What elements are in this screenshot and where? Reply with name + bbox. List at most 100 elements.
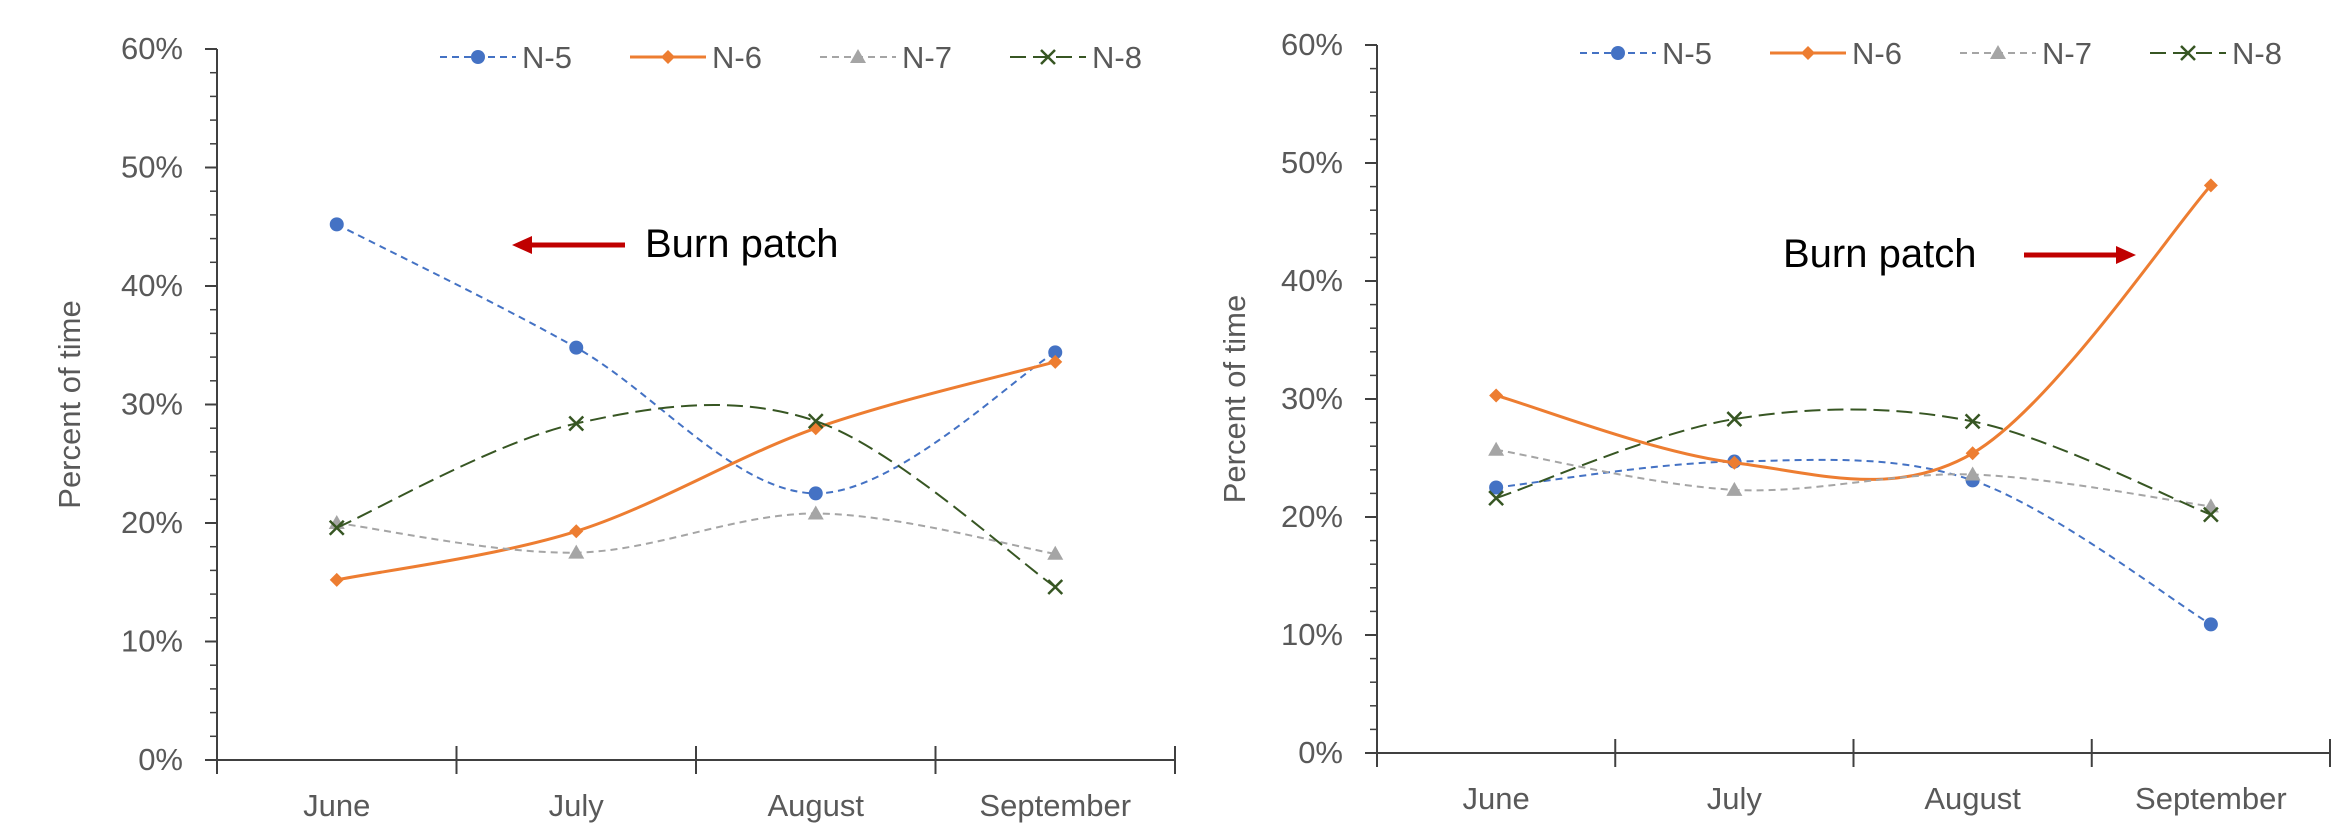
x-tick-label: July bbox=[1707, 781, 1763, 816]
data-point bbox=[328, 519, 345, 536]
data-point bbox=[1489, 388, 1504, 403]
legend-marker bbox=[2180, 45, 2196, 61]
series-N-7 bbox=[328, 505, 1064, 560]
legend-item: N-5 bbox=[440, 40, 572, 75]
data-point bbox=[1488, 490, 1505, 507]
legend-marker bbox=[471, 50, 485, 64]
legend-label: N-8 bbox=[2232, 36, 2282, 71]
legend-marker bbox=[1990, 45, 2006, 59]
series-line bbox=[336, 403, 1056, 588]
legend-item: N-6 bbox=[630, 40, 762, 75]
series-N-7 bbox=[1488, 441, 2219, 513]
legend-marker bbox=[1040, 49, 1056, 65]
legend-marker bbox=[1801, 46, 1815, 60]
burn-patch-annotation: Burn patch bbox=[512, 222, 838, 266]
data-point bbox=[807, 505, 824, 520]
legend: N-5 N-6 N-7 N-8 bbox=[440, 40, 1142, 75]
arrow-head-icon bbox=[512, 236, 532, 254]
series-N-6 bbox=[1489, 178, 2218, 481]
series-N-8 bbox=[328, 403, 1064, 595]
series-N-6 bbox=[329, 354, 1063, 587]
annotation-text: Burn patch bbox=[645, 222, 838, 266]
y-tick-label: 20% bbox=[1281, 499, 1343, 534]
series-N-5 bbox=[329, 217, 1063, 501]
annotation-text: Burn patch bbox=[1783, 232, 1976, 276]
legend-label: N-5 bbox=[1662, 36, 1712, 71]
series-line bbox=[1495, 408, 2212, 516]
series-line bbox=[1495, 184, 2213, 481]
data-point bbox=[2203, 617, 2218, 632]
chart-panel-2: 0% 10% 20% 30% 40% 50% 60% June July August Septem… bbox=[1217, 27, 2331, 816]
data-point bbox=[329, 572, 344, 587]
legend-item: N-6 bbox=[1770, 36, 1902, 71]
data-point bbox=[1488, 441, 1505, 456]
y-tick-label: 30% bbox=[1281, 381, 1343, 416]
x-tick-label: July bbox=[549, 788, 605, 823]
y-tick-label: 0% bbox=[1298, 735, 1343, 770]
legend-item: N-7 bbox=[1960, 36, 2092, 71]
data-point bbox=[1726, 481, 1743, 496]
legend-label: N-5 bbox=[522, 40, 572, 75]
legend-label: N-8 bbox=[1092, 40, 1142, 75]
data-point bbox=[808, 486, 823, 501]
y-tick-label: 40% bbox=[1281, 263, 1343, 298]
y-axis-title: Percent of time bbox=[1217, 295, 1252, 503]
series-line bbox=[336, 223, 1056, 495]
y-tick-label: 40% bbox=[121, 268, 183, 303]
legend-marker bbox=[661, 50, 675, 64]
data-point bbox=[1048, 345, 1063, 360]
y-axis-title: Percent of time bbox=[52, 300, 87, 508]
legend-label: N-7 bbox=[902, 40, 952, 75]
data-point bbox=[568, 415, 585, 432]
data-point bbox=[1489, 480, 1504, 495]
x-tick-label: June bbox=[1463, 781, 1530, 816]
y-tick-label: 0% bbox=[138, 742, 183, 777]
x-tick-label: September bbox=[2135, 781, 2287, 816]
legend: N-5 N-6 N-7 N-8 bbox=[1580, 36, 2282, 71]
data-point bbox=[329, 217, 344, 232]
y-tick-label: 10% bbox=[121, 624, 183, 659]
data-point bbox=[1727, 455, 1742, 470]
data-point bbox=[568, 544, 585, 559]
series-line bbox=[1495, 448, 2212, 508]
y-tick-label: 50% bbox=[1281, 145, 1343, 180]
data-point bbox=[807, 413, 824, 429]
legend-item: N-7 bbox=[820, 40, 952, 75]
series-line bbox=[336, 360, 1056, 582]
chart-panel-1: 0% 10% 20% 30% 40% 50% 60% June July August Septem… bbox=[52, 31, 1176, 823]
legend-label: N-6 bbox=[1852, 36, 1902, 71]
legend-item: N-5 bbox=[1580, 36, 1712, 71]
y-tick-label: 60% bbox=[121, 31, 183, 66]
series-line bbox=[1496, 458, 2212, 626]
x-tick-label: September bbox=[979, 788, 1131, 823]
series-N-5 bbox=[1489, 454, 2218, 632]
arrow-head-icon bbox=[2116, 246, 2136, 264]
x-tick-label: August bbox=[767, 788, 864, 823]
data-point bbox=[2203, 178, 2218, 193]
data-point bbox=[1047, 579, 1064, 595]
x-tick-label: June bbox=[303, 788, 370, 823]
data-point bbox=[569, 524, 584, 539]
legend-label: N-7 bbox=[2042, 36, 2092, 71]
burn-patch-annotation: Burn patch bbox=[1783, 232, 2136, 276]
data-point bbox=[1048, 354, 1063, 369]
data-point bbox=[569, 340, 584, 355]
y-tick-label: 20% bbox=[121, 505, 183, 540]
data-point bbox=[1964, 413, 1981, 430]
series-N-8 bbox=[1488, 408, 2219, 523]
data-point bbox=[1965, 446, 1980, 461]
legend-marker bbox=[850, 49, 866, 63]
legend-marker bbox=[1611, 46, 1625, 60]
y-tick-label: 30% bbox=[121, 387, 183, 422]
y-tick-label: 50% bbox=[121, 150, 183, 185]
data-point bbox=[1964, 466, 1981, 481]
y-tick-label: 60% bbox=[1281, 27, 1343, 62]
y-tick-label: 10% bbox=[1281, 617, 1343, 652]
legend-item: N-8 bbox=[1010, 40, 1142, 75]
legend-label: N-6 bbox=[712, 40, 762, 75]
legend-item: N-8 bbox=[2150, 36, 2282, 71]
series-line bbox=[336, 512, 1056, 555]
data-point bbox=[1047, 545, 1064, 560]
